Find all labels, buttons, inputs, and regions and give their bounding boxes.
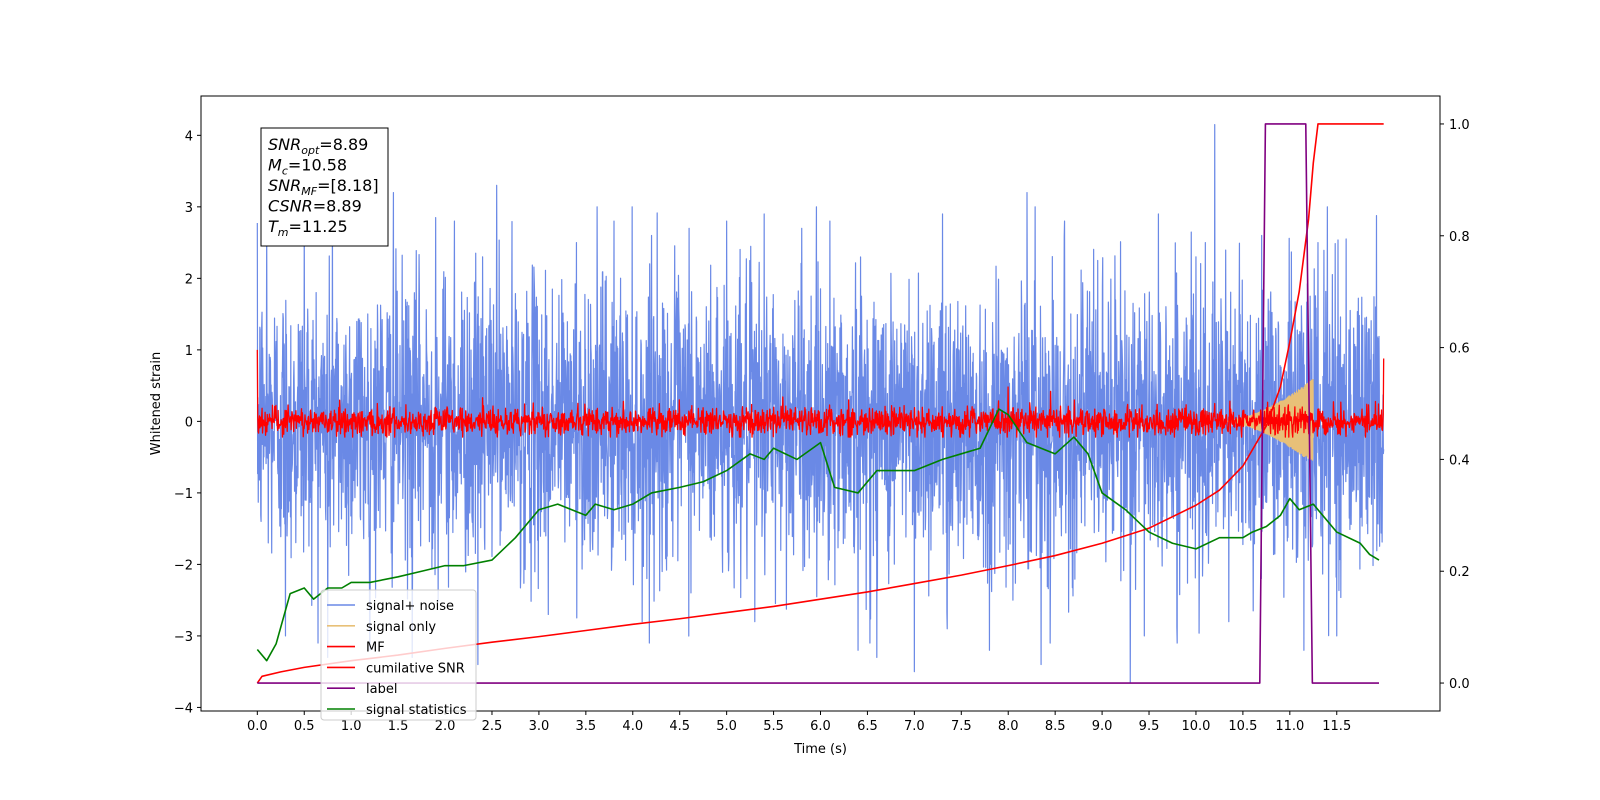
- x-tick-label: 4.0: [622, 719, 643, 734]
- x-tick-label: 10.5: [1228, 719, 1257, 734]
- y-left-tick-label: 0: [185, 415, 193, 430]
- legend-entry-label: signal+ noise: [366, 599, 454, 614]
- legend: signal+ noise signal only MF cumilative SNR…: [320, 589, 477, 721]
- annotation-value: =11.25: [289, 217, 348, 236]
- annotation-subscript: MF: [301, 185, 317, 198]
- x-tick-label: 5.5: [763, 719, 784, 734]
- y-left-tick-label: −4: [174, 701, 193, 716]
- y-left-tick-label: −2: [174, 558, 193, 573]
- x-tick-label: 3.5: [575, 719, 596, 734]
- x-tick-label: 5.0: [716, 719, 737, 734]
- y-right-tick-label: 1.0: [1449, 118, 1470, 133]
- x-tick-label: 2.5: [482, 719, 503, 734]
- x-tick-label: 8.5: [1045, 719, 1066, 734]
- annotation-subscript: c: [282, 165, 288, 178]
- y-left-tick-label: −1: [174, 487, 193, 502]
- y-right-tick-label: 0.4: [1449, 453, 1470, 468]
- signal-statistics-series: [256, 408, 1380, 662]
- y-left-tick-label: 2: [185, 272, 193, 287]
- legend-entry-label: signal statistics: [366, 703, 467, 718]
- x-tick-label: 9.0: [1092, 719, 1113, 734]
- label-line: [257, 123, 1379, 684]
- annotation-value: =8.89: [319, 135, 368, 154]
- y-right-tick-label: 0.0: [1449, 677, 1470, 692]
- annotation-value: =8.89: [313, 197, 362, 216]
- y-right-tick-label: 0.6: [1449, 342, 1470, 357]
- x-tick-label: 1.0: [341, 719, 362, 734]
- x-tick-label: 1.5: [388, 719, 409, 734]
- x-tick-label: 11.5: [1322, 719, 1351, 734]
- annotation-symbol: M: [268, 156, 282, 175]
- x-axis-label: Time (s): [793, 742, 847, 757]
- legend-entry-label: signal only: [366, 620, 436, 635]
- label-series: [257, 123, 1379, 684]
- y-axis-right: 0.0 0.2 0.4 0.6 0.8 1.0: [1440, 118, 1470, 692]
- signal-statistics-line: [256, 408, 1380, 662]
- legend-entry-label: label: [366, 682, 397, 697]
- mf-line: [256, 349, 1385, 438]
- y-axis-label: Whitened strain: [149, 352, 164, 455]
- y-left-tick-label: 3: [185, 201, 193, 216]
- x-tick-label: 8.0: [998, 719, 1019, 734]
- legend-entry-label: MF: [366, 641, 385, 656]
- y-axis-left: −4 −3 −2 −1 0 1 2 3 4: [174, 129, 201, 716]
- x-tick-label: 6.0: [810, 719, 831, 734]
- x-tick-label: 10.0: [1181, 719, 1210, 734]
- annotation-line: SNRMF=[8.18]: [268, 176, 379, 198]
- x-tick-label: 0.5: [294, 719, 315, 734]
- annotation-line: Mc=10.58: [268, 156, 347, 178]
- legend-entry-label: cumilative SNR: [366, 661, 465, 676]
- stats-annotation-box: SNRopt=8.89Mc=10.58SNRMF=[8.18]CSNR=8.89…: [260, 127, 389, 247]
- mf-series: [256, 349, 1385, 438]
- y-right-tick-label: 0.8: [1449, 230, 1470, 245]
- annotation-subscript: opt: [301, 144, 320, 157]
- x-tick-label: 4.5: [669, 719, 690, 734]
- x-tick-label: 6.5: [857, 719, 878, 734]
- y-left-tick-label: 1: [185, 344, 193, 359]
- x-tick-label: 3.0: [529, 719, 550, 734]
- x-tick-label: 2.0: [435, 719, 456, 734]
- x-tick-label: 7.0: [904, 719, 925, 734]
- annotation-symbol: SNR: [268, 135, 301, 154]
- signal-noise-line: [256, 124, 1385, 683]
- x-tick-label: 9.5: [1139, 719, 1160, 734]
- annotation-value: =10.58: [288, 156, 347, 175]
- annotation-subscript: m: [278, 226, 289, 239]
- legend-frame: [320, 589, 477, 721]
- signal-noise-series: [256, 124, 1385, 683]
- x-axis: 0.0 0.5 1.0 1.5 2.0 2.5 3.0 3.5 4.0 4.5 5.0 5.5 6.0 6…: [247, 711, 1351, 734]
- annotation-symbol: CSNR: [268, 197, 313, 216]
- y-left-tick-label: −3: [174, 630, 193, 645]
- annotation-symbol: T: [268, 217, 279, 236]
- y-right-tick-label: 0.2: [1449, 565, 1470, 580]
- x-tick-label: 7.5: [951, 719, 972, 734]
- y-left-tick-label: 4: [185, 129, 193, 144]
- x-tick-label: 11.0: [1275, 719, 1304, 734]
- annotation-line: Tm=11.25: [268, 217, 348, 239]
- annotation-line: SNRopt=8.89: [268, 135, 368, 157]
- annotation-line: CSNR=8.89: [268, 197, 362, 216]
- annotation-frame: [260, 127, 389, 247]
- annotation-value: =[8.18]: [317, 176, 379, 195]
- annotation-symbol: SNR: [268, 176, 301, 195]
- x-tick-label: 0.0: [247, 719, 268, 734]
